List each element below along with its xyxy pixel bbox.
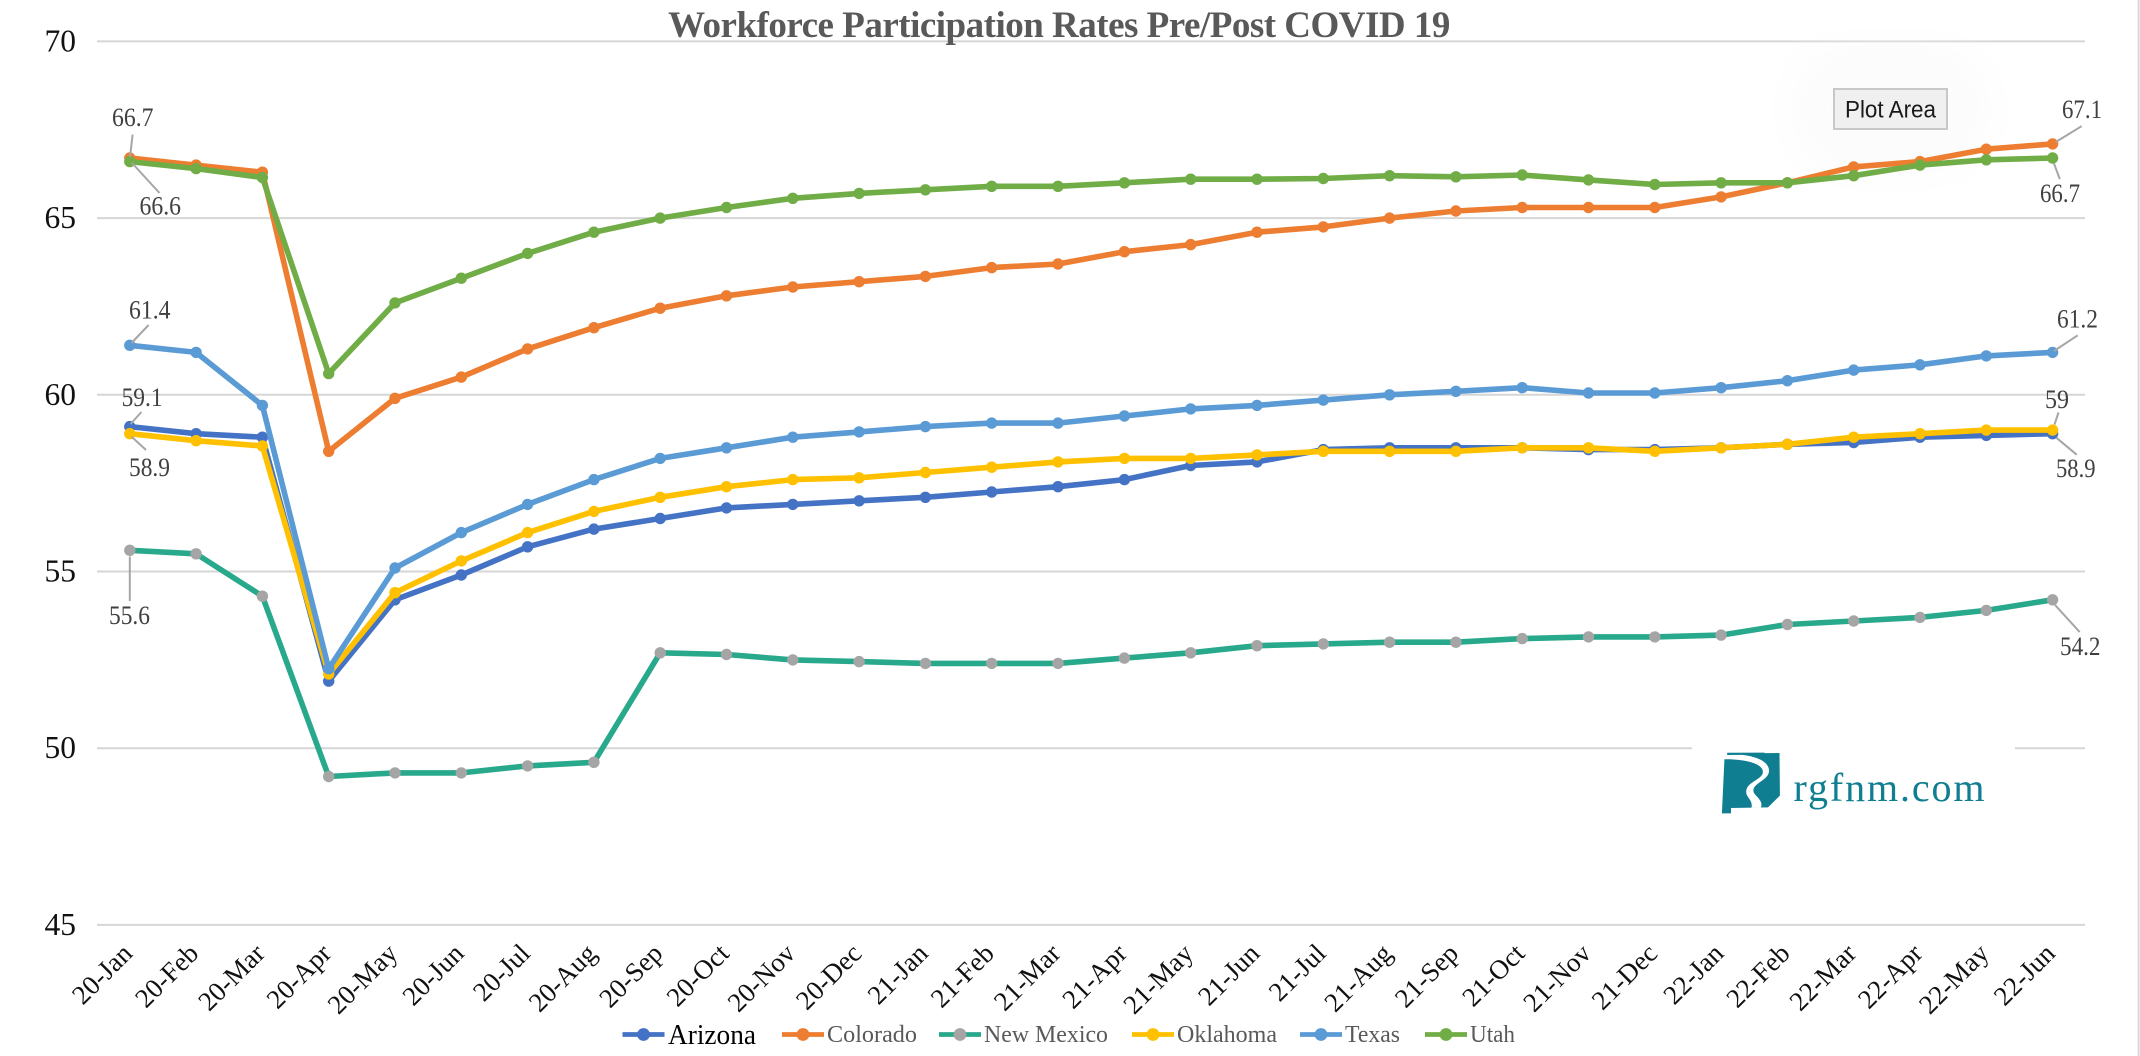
svg-text:55: 55	[45, 554, 77, 589]
svg-text:Utah: Utah	[1470, 1022, 1515, 1048]
svg-text:21-Jan: 21-Jan	[862, 938, 934, 1010]
svg-text:20-May: 20-May	[322, 938, 404, 1020]
svg-text:20-Dec: 20-Dec	[790, 938, 867, 1015]
svg-text:22-Jun: 22-Jun	[1988, 938, 2062, 1012]
svg-text:54.2: 54.2	[2060, 632, 2101, 661]
svg-text:70: 70	[45, 23, 77, 58]
svg-text:21-Dec: 21-Dec	[1586, 938, 1663, 1015]
svg-text:20-Mar: 20-Mar	[192, 938, 270, 1016]
svg-text:Plot Area: Plot Area	[1845, 97, 1937, 124]
svg-text:21-Aug: 21-Aug	[1318, 938, 1398, 1018]
svg-text:20-Aug: 20-Aug	[523, 938, 603, 1018]
svg-text:20-Oct: 20-Oct	[661, 938, 736, 1013]
svg-text:22-Jan: 22-Jan	[1657, 938, 1729, 1010]
svg-text:66.6: 66.6	[140, 192, 182, 221]
svg-text:22-Feb: 22-Feb	[1720, 938, 1795, 1013]
svg-text:67.1: 67.1	[2062, 95, 2102, 124]
svg-text:66.7: 66.7	[2040, 179, 2080, 208]
svg-text:Texas: Texas	[1345, 1022, 1400, 1048]
svg-text:rgfnm.com: rgfnm.com	[1794, 765, 1987, 810]
svg-text:20-Feb: 20-Feb	[129, 938, 204, 1013]
svg-text:59: 59	[2045, 385, 2069, 414]
svg-text:61.4: 61.4	[129, 296, 171, 325]
svg-text:60: 60	[45, 377, 77, 412]
svg-text:20-Jun: 20-Jun	[396, 938, 470, 1012]
svg-text:45: 45	[45, 907, 77, 942]
svg-text:22-Mar: 22-Mar	[1783, 938, 1861, 1016]
svg-text:21-Oct: 21-Oct	[1456, 938, 1531, 1013]
svg-text:58.9: 58.9	[129, 453, 170, 482]
svg-text:20-Sep: 20-Sep	[593, 938, 668, 1013]
svg-text:58.9: 58.9	[2056, 454, 2096, 483]
svg-text:Oklahoma: Oklahoma	[1177, 1022, 1277, 1048]
svg-text:22-May: 22-May	[1913, 938, 1995, 1020]
svg-text:55.6: 55.6	[109, 601, 150, 630]
svg-text:59.1: 59.1	[122, 383, 163, 412]
svg-text:20-Jan: 20-Jan	[66, 938, 138, 1010]
svg-text:Workforce Participation Rates: Workforce Participation Rates Pre/Post C…	[668, 5, 1450, 46]
svg-text:21-May: 21-May	[1117, 938, 1199, 1020]
svg-text:21-Jun: 21-Jun	[1192, 938, 1266, 1012]
svg-text:21-Feb: 21-Feb	[925, 938, 1000, 1013]
svg-text:66.7: 66.7	[112, 103, 154, 132]
svg-text:21-Nov: 21-Nov	[1517, 938, 1597, 1018]
svg-text:21-Mar: 21-Mar	[988, 938, 1066, 1016]
svg-text:20-Nov: 20-Nov	[721, 938, 801, 1018]
svg-text:21-Sep: 21-Sep	[1389, 938, 1464, 1013]
svg-text:50: 50	[45, 730, 77, 765]
svg-text:New Mexico: New Mexico	[984, 1022, 1108, 1048]
svg-text:Arizona: Arizona	[668, 1019, 756, 1051]
svg-text:61.2: 61.2	[2057, 305, 2098, 334]
svg-text:65: 65	[45, 200, 77, 235]
svg-text:Colorado: Colorado	[827, 1022, 917, 1048]
